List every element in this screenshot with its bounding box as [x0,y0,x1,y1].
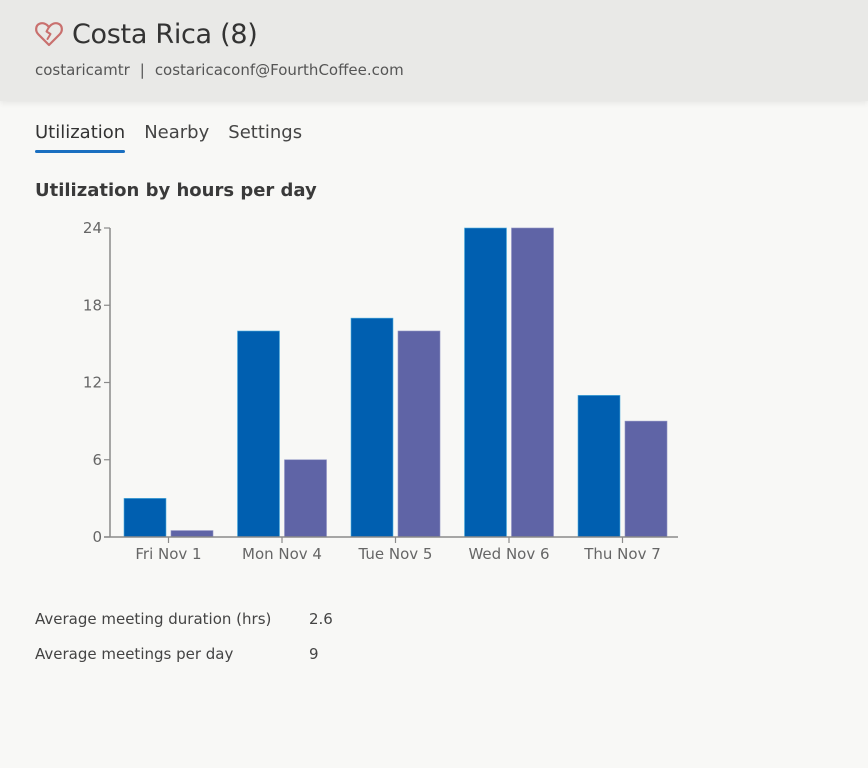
y-tick-label: 24 [83,219,102,237]
bar-2-wed-nov-6 [511,227,554,538]
bar-1-thu-nov-7 [577,395,621,538]
section-title: Utilization by hours per day [35,180,317,201]
bar-2-tue-nov-5 [397,330,441,538]
x-tick-label: Thu Nov 7 [583,545,661,563]
stat-value: 9 [309,645,319,663]
bar-2-mon-nov-4 [284,459,327,538]
utilization-bar-chart: Fri Nov 1 Mon Nov 4 Tue Nov 5 Wed Nov 6 Thu … [83,219,678,563]
header: Costa Rica (8) costaricamtr | costaricacon… [0,0,868,101]
x-tick-label: Mon Nov 4 [242,545,322,563]
bar-1-tue-nov-5 [350,317,394,538]
tab-bar: Utilization Nearby Settings [35,122,321,153]
title-row: Costa Rica (8) [34,14,258,54]
tab-settings[interactable]: Settings [228,122,303,143]
bar-1-fri-nov-1 [123,498,167,538]
subtitle-separator: | [139,61,145,79]
bar-1-wed-nov-6 [464,227,507,538]
y-tick-label: 12 [83,374,102,392]
y-tick-label: 6 [92,451,102,469]
bar-2-thu-nov-7 [624,420,668,538]
room-title: Costa Rica (8) [72,18,258,50]
stat-row-avg-duration: Average meeting duration (hrs) 2.6 [35,610,333,645]
stat-row-avg-meetings: Average meetings per day 9 [35,645,333,680]
tab-nearby[interactable]: Nearby [144,122,210,143]
stat-value: 2.6 [309,610,333,628]
bar-2-fri-nov-1 [170,530,214,538]
x-tick-label: Tue Nov 5 [358,545,433,563]
y-tick-label: 0 [92,528,102,546]
bar-1-mon-nov-4 [237,330,280,538]
stat-label: Average meeting duration (hrs) [35,610,272,628]
room-alias: costaricamtr [35,61,130,79]
y-tick-label: 18 [83,296,102,314]
tab-utilization[interactable]: Utilization [35,122,126,153]
x-tick-label: Wed Nov 6 [468,545,549,563]
stat-label: Average meetings per day [35,645,234,663]
room-email[interactable]: costaricaconf@FourthCoffee.com [154,61,404,79]
stats-list: Average meeting duration (hrs) 2.6 Avera… [35,610,333,680]
broken-heart-icon [35,22,63,47]
x-tick-label: Fri Nov 1 [135,545,201,563]
room-subtitle: costaricamtr | costaricaconf@FourthCoffee.… [35,61,404,79]
